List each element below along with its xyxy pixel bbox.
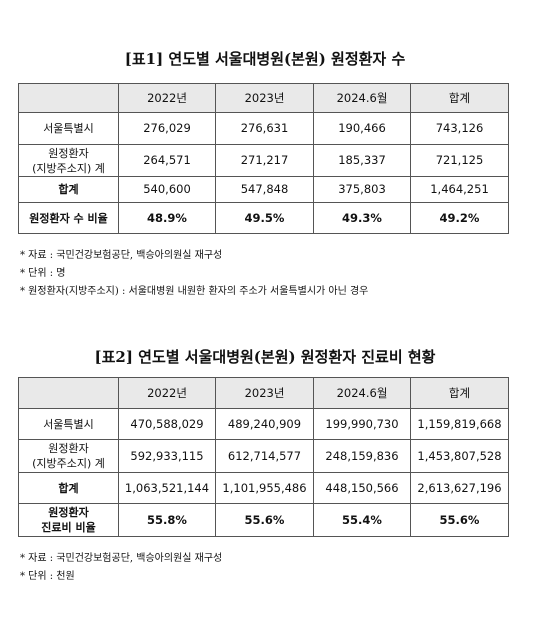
header-cell: 2022년 bbox=[118, 83, 216, 113]
table-row: 원정환자 수 비율 48.9% 49.5% 49.3% 49.2% bbox=[18, 202, 509, 234]
value-cell: 470,588,029 bbox=[118, 408, 216, 440]
note: * 단위 : 천원 bbox=[20, 571, 75, 582]
value-cell: 264,571 bbox=[118, 144, 216, 177]
header-cell: 합계 bbox=[410, 83, 509, 113]
header-row: 2022년 2023년 2024.6월 합계 bbox=[18, 83, 509, 113]
label-line: 원정환자 bbox=[48, 146, 89, 160]
value-cell: 489,240,909 bbox=[215, 408, 314, 440]
header-cell: 2023년 bbox=[215, 377, 314, 409]
value-cell: 248,159,836 bbox=[313, 439, 411, 473]
note: * 자료 : 국민건강보험공단, 백승아의원실 재구성 bbox=[20, 250, 223, 261]
value-cell: 612,714,577 bbox=[215, 439, 314, 473]
label-line: 원정환자 bbox=[48, 442, 89, 455]
value-cell: 55.4% bbox=[313, 503, 411, 537]
note: * 자료 : 국민건강보험공단, 백승아의원실 재구성 bbox=[20, 553, 223, 564]
row-label: 서울특별시 bbox=[18, 112, 119, 145]
value-cell: 375,803 bbox=[313, 176, 411, 203]
value-cell: 55.8% bbox=[118, 503, 216, 537]
row-label: 원정환자 (지방주소지) 계 bbox=[18, 144, 119, 177]
label-line: 합계 bbox=[58, 183, 79, 196]
value-cell: 448,150,566 bbox=[313, 472, 411, 504]
table-row: 서울특별시 470,588,029 489,240,909 199,990,730 1,… bbox=[18, 408, 509, 440]
value-cell: 1,453,807,528 bbox=[410, 439, 509, 473]
label-line: (지방주소지) 계 bbox=[32, 161, 105, 175]
table-title: [표2] 연도별 서울대병원(본원) 원정환자 진료비 현황 bbox=[94, 348, 436, 366]
label-line: (지방주소지) 계 bbox=[32, 457, 105, 470]
value-cell: 1,063,521,144 bbox=[118, 472, 216, 504]
table-row: 원정환자 진료비 비율 55.8% 55.6% 55.4% 55.6% bbox=[18, 503, 509, 537]
value-cell: 271,217 bbox=[215, 144, 314, 177]
label-line: 서울특별시 bbox=[43, 417, 94, 431]
table-row: 원정환자 (지방주소지) 계 592,933,115 612,714,577 248,1… bbox=[18, 439, 509, 473]
value-cell: 49.3% bbox=[313, 202, 411, 234]
value-cell: 2,613,627,196 bbox=[410, 472, 509, 504]
value-cell: 49.5% bbox=[215, 202, 314, 234]
value-cell: 721,125 bbox=[410, 144, 509, 177]
value-cell: 540,600 bbox=[118, 176, 216, 203]
header-cell bbox=[18, 377, 119, 409]
value-cell: 547,848 bbox=[215, 176, 314, 203]
header-cell: 2024.6월 bbox=[313, 83, 411, 113]
value-cell: 1,159,819,668 bbox=[410, 408, 509, 440]
value-cell: 1,464,251 bbox=[410, 176, 509, 203]
note: * 단위 : 명 bbox=[20, 268, 66, 279]
header-cell: 2022년 bbox=[118, 377, 216, 409]
header-cell bbox=[18, 83, 119, 113]
header-row: 2022년 2023년 2024.6월 합계 bbox=[18, 377, 509, 409]
row-label: 원정환자 (지방주소지) 계 bbox=[18, 439, 119, 473]
table-row: 합계 1,063,521,144 1,101,955,486 448,150,566 2… bbox=[18, 472, 509, 504]
note: * 원정환자(지방주소지) : 서울대병원 내원한 환자의 주소가 서울특별시가… bbox=[20, 286, 369, 297]
value-cell: 49.2% bbox=[410, 202, 509, 234]
label-line: 합계 bbox=[58, 481, 79, 495]
label-line: 원정환자 bbox=[48, 506, 89, 519]
row-label: 원정환자 수 비율 bbox=[18, 202, 119, 234]
row-label: 서울특별시 bbox=[18, 408, 119, 440]
label-line: 서울특별시 bbox=[43, 122, 94, 135]
table-row: 원정환자 (지방주소지) 계 264,571 271,217 185,337 721,12… bbox=[18, 144, 509, 177]
value-cell: 190,466 bbox=[313, 112, 411, 145]
value-cell: 55.6% bbox=[215, 503, 314, 537]
header-cell: 2024.6월 bbox=[313, 377, 411, 409]
header-cell: 합계 bbox=[410, 377, 509, 409]
label-line: 원정환자 수 비율 bbox=[29, 211, 108, 225]
value-cell: 185,337 bbox=[313, 144, 411, 177]
header-cell: 2023년 bbox=[215, 83, 314, 113]
value-cell: 199,990,730 bbox=[313, 408, 411, 440]
value-cell: 55.6% bbox=[410, 503, 509, 537]
row-label: 합계 bbox=[18, 472, 119, 504]
value-cell: 276,029 bbox=[118, 112, 216, 145]
value-cell: 592,933,115 bbox=[118, 439, 216, 473]
value-cell: 48.9% bbox=[118, 202, 216, 234]
value-cell: 1,101,955,486 bbox=[215, 472, 314, 504]
table-row: 합계 540,600 547,848 375,803 1,464,251 bbox=[18, 176, 509, 203]
label-line: 진료비 비율 bbox=[41, 521, 96, 534]
table-row: 서울특별시 276,029 276,631 190,466 743,126 bbox=[18, 112, 509, 145]
value-cell: 276,631 bbox=[215, 112, 314, 145]
data-table: 2022년 2023년 2024.6월 합계 서울특별시 470,588,029 489,2… bbox=[18, 377, 509, 537]
table-title: [표1] 연도별 서울대병원(본원) 원정환자 수 bbox=[124, 50, 406, 68]
row-label: 합계 bbox=[18, 176, 119, 203]
data-table: 2022년 2023년 2024.6월 합계 서울특별시 276,029 276,631 19… bbox=[18, 83, 509, 234]
value-cell: 743,126 bbox=[410, 112, 509, 145]
